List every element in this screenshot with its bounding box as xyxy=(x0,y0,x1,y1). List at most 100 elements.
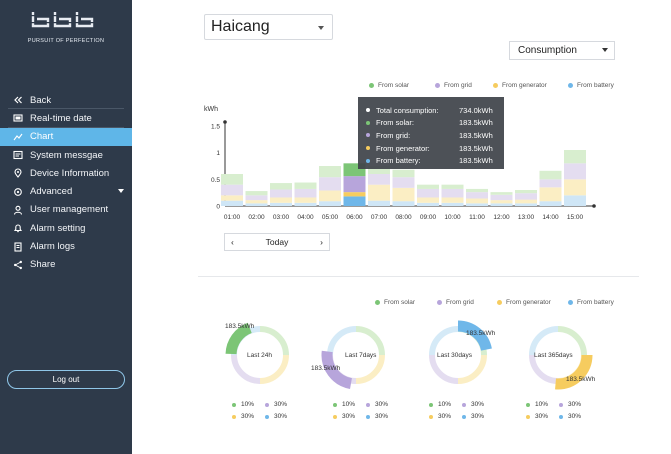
legend-item-grid[interactable]: From grid xyxy=(435,82,493,89)
sidebar-item-alarm-logs[interactable]: Alarm logs xyxy=(0,237,132,255)
bar-segment[interactable] xyxy=(490,203,513,206)
donut-legend: From solar From grid From generator From… xyxy=(375,299,614,306)
line-chart-icon xyxy=(12,131,23,142)
bar-segment[interactable] xyxy=(368,174,390,185)
bar-segment[interactable] xyxy=(441,184,464,189)
sidebar-item-advanced[interactable]: Advanced xyxy=(0,182,132,200)
x-tick-label: 13:00 xyxy=(518,214,535,221)
bar-segment[interactable] xyxy=(368,166,390,174)
bar-segment[interactable] xyxy=(466,192,488,199)
bar-segment[interactable] xyxy=(539,179,562,188)
bar-segment[interactable] xyxy=(515,199,537,204)
legend-item-generator[interactable]: From generator xyxy=(497,299,568,306)
bar-segment[interactable] xyxy=(392,201,415,206)
bar-segment[interactable] xyxy=(343,176,366,193)
legend-item-battery[interactable]: From battery xyxy=(568,299,614,306)
bar-segment[interactable] xyxy=(564,195,586,206)
bar-segment[interactable] xyxy=(368,200,390,206)
chevron-down-icon xyxy=(318,26,324,30)
bar-segment[interactable] xyxy=(441,188,464,198)
bar-segment[interactable] xyxy=(539,170,562,180)
sidebar-item-alarm-setting[interactable]: Alarm setting xyxy=(0,219,132,237)
bar-segment[interactable] xyxy=(319,201,341,206)
x-tick-label: 14:00 xyxy=(542,214,559,221)
bar-segment[interactable] xyxy=(564,150,586,164)
sidebar-item-device-information[interactable]: Device Information xyxy=(0,164,132,182)
bar-segment[interactable] xyxy=(417,197,439,203)
bar-segment[interactable] xyxy=(245,195,268,201)
bar-segment[interactable] xyxy=(515,193,537,200)
bar-segment[interactable] xyxy=(539,201,562,206)
bar-segment[interactable] xyxy=(466,198,488,204)
bar-segment[interactable] xyxy=(294,202,317,206)
legend-item-generator[interactable]: From generator xyxy=(493,82,568,89)
bar-segment[interactable] xyxy=(270,189,292,198)
bar-segment[interactable] xyxy=(319,177,341,191)
bar-segment[interactable] xyxy=(221,184,243,196)
donut-last-30days xyxy=(423,320,493,390)
next-day-button[interactable]: › xyxy=(320,237,323,247)
bar-segment[interactable] xyxy=(392,169,415,178)
bar-segment[interactable] xyxy=(270,183,292,190)
bar-segment[interactable] xyxy=(490,192,513,195)
prev-day-button[interactable]: ‹ xyxy=(231,237,234,247)
bar-segment[interactable] xyxy=(490,194,513,201)
bar-segment[interactable] xyxy=(417,188,439,198)
bar-segment[interactable] xyxy=(368,184,390,201)
sidebar-item-back[interactable]: Back xyxy=(0,91,132,110)
bar-segment[interactable] xyxy=(539,187,562,202)
bar-segment[interactable] xyxy=(319,166,341,178)
tooltip-row-grid: From grid: 183.5kWh xyxy=(366,129,496,142)
legend-item-grid[interactable]: From grid xyxy=(437,299,497,306)
bar-segment[interactable] xyxy=(294,182,317,189)
brand-tagline: PURSUIT OF PERFECTION xyxy=(27,38,105,44)
donut-legend-stats: 10% 30% 30% 30% xyxy=(232,401,295,420)
bar-segment[interactable] xyxy=(270,197,292,203)
tooltip-row-generator: From generator: 183.5kWh xyxy=(366,142,496,155)
bar-segment[interactable] xyxy=(490,200,513,204)
station-select[interactable]: Haicang xyxy=(204,14,333,40)
bar-segment[interactable] xyxy=(441,197,464,203)
sidebar-item-share[interactable]: Share xyxy=(0,256,132,274)
bar-segment[interactable] xyxy=(441,202,464,206)
x-tick-label: 07:00 xyxy=(371,214,388,221)
bar-segment[interactable] xyxy=(319,190,341,202)
sidebar-item-user-management[interactable]: User management xyxy=(0,201,132,219)
logout-button[interactable]: Log out xyxy=(7,370,125,389)
tooltip-row-total: Total consumption: 734.0kWh xyxy=(366,104,496,117)
y-tick-label: 0.5 xyxy=(211,177,220,184)
bar-segment[interactable] xyxy=(515,203,537,206)
bar-segment[interactable] xyxy=(245,200,268,204)
date-pager: ‹ Today › xyxy=(224,233,330,251)
donut-value: 183.5kWh xyxy=(466,330,496,337)
sidebar-item-label: Alarm logs xyxy=(30,241,75,253)
bar-segment[interactable] xyxy=(466,188,488,193)
bar-segment[interactable] xyxy=(270,202,292,206)
legend-item-solar[interactable]: From solar xyxy=(369,82,435,89)
bar-segment[interactable] xyxy=(245,191,268,196)
bar-segment[interactable] xyxy=(245,203,268,206)
x-tick-label: 08:00 xyxy=(395,214,412,221)
bar-segment[interactable] xyxy=(294,188,317,198)
chart-tooltip: Total consumption: 734.0kWh From solar: 18… xyxy=(358,97,504,169)
bar-segment[interactable] xyxy=(392,177,415,188)
bar-segment[interactable] xyxy=(417,202,439,206)
sidebar-item-chart[interactable]: Chart xyxy=(0,127,132,146)
bar-segment[interactable] xyxy=(392,187,415,202)
sidebar-item-real-time-date[interactable]: Real-time date xyxy=(0,109,132,128)
bar-segment[interactable] xyxy=(343,196,366,206)
bar-segment[interactable] xyxy=(221,200,243,206)
bar-segment[interactable] xyxy=(417,184,439,189)
bar-segment[interactable] xyxy=(343,192,366,197)
bar-segment[interactable] xyxy=(221,174,243,185)
sidebar-item-system-message[interactable]: System messgae xyxy=(0,146,132,164)
bar-segment[interactable] xyxy=(515,190,537,194)
mode-select[interactable]: Consumption xyxy=(509,41,615,60)
bar-segment[interactable] xyxy=(466,203,488,206)
bar-segment[interactable] xyxy=(294,197,317,203)
bar-segment[interactable] xyxy=(564,179,586,196)
bar-segment[interactable] xyxy=(564,163,586,180)
legend-item-battery[interactable]: From battery xyxy=(568,82,614,89)
legend-item-solar[interactable]: From solar xyxy=(375,299,437,306)
bar-segment[interactable] xyxy=(221,195,243,201)
